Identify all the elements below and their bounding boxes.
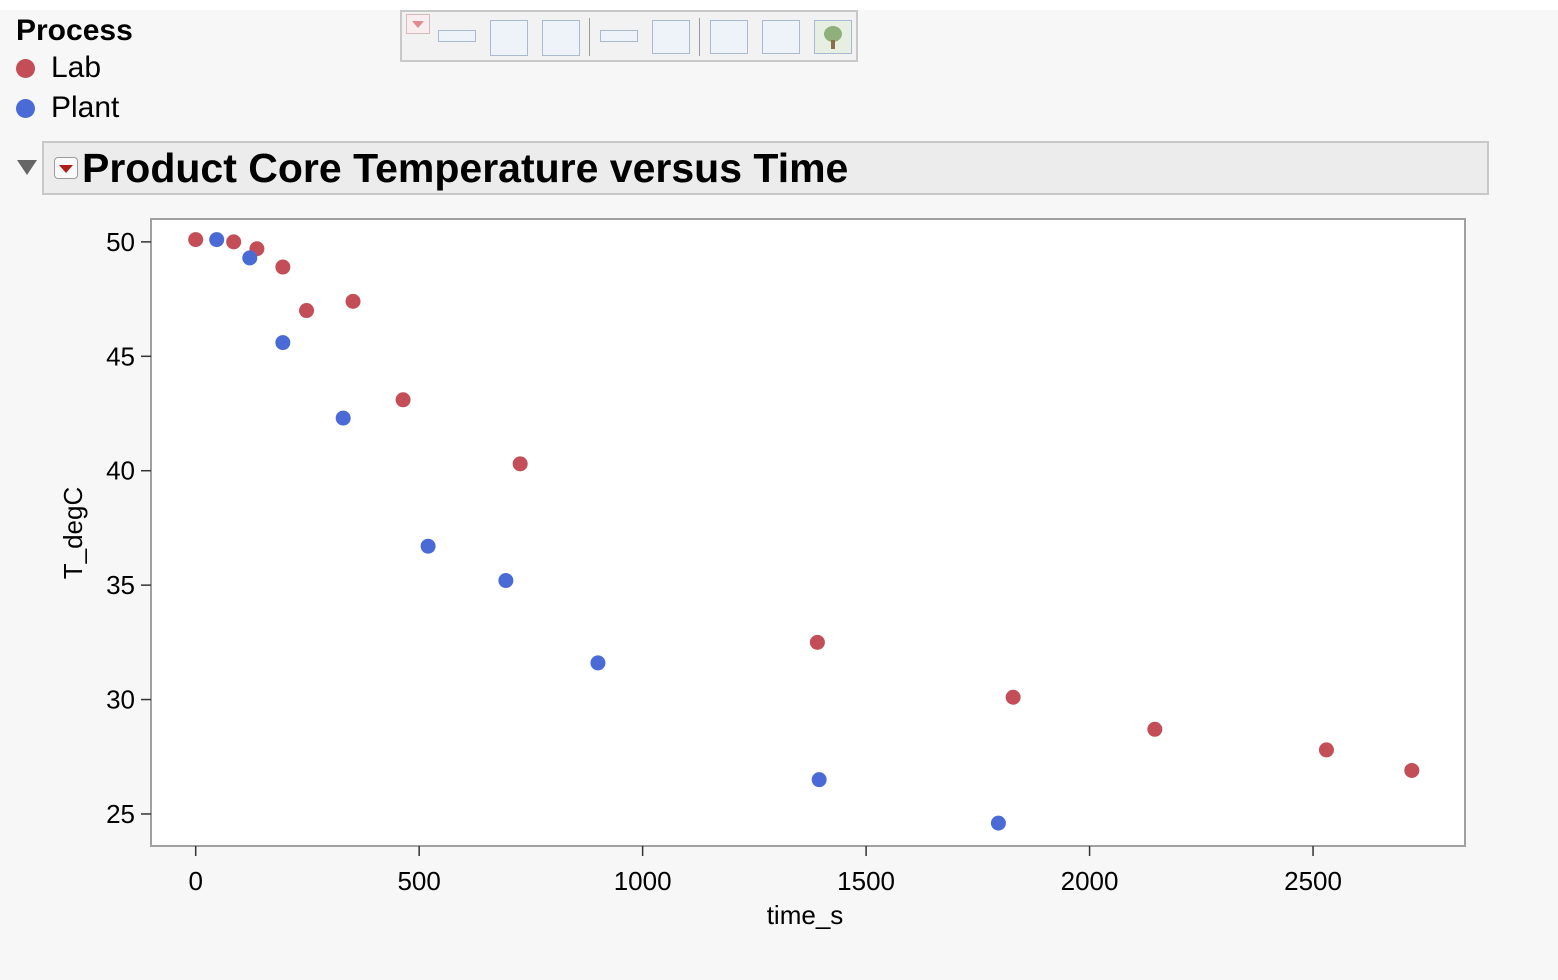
x-tick-label: 2500	[1284, 866, 1342, 896]
toolbar-separator	[589, 18, 590, 56]
data-point-plant[interactable]	[335, 410, 351, 426]
lab-marker-icon	[16, 58, 35, 78]
x-tick-label: 1000	[614, 866, 672, 896]
data-point-plant[interactable]	[209, 232, 225, 248]
y-tick-label: 50	[106, 227, 135, 257]
y-tick-label: 35	[106, 570, 135, 600]
y-tick-label: 30	[106, 685, 135, 715]
data-point-plant[interactable]	[498, 573, 514, 589]
x-tick-label: 0	[188, 866, 202, 896]
outline-box-icon[interactable]	[710, 20, 748, 54]
report-box-icon[interactable]	[762, 20, 800, 54]
text-edit-box-icon[interactable]	[600, 30, 638, 42]
data-point-lab[interactable]	[345, 293, 361, 309]
x-tick-label: 2000	[1061, 866, 1119, 896]
y-tick-label: 25	[106, 799, 135, 829]
legend-item-plant[interactable]: Plant	[16, 88, 133, 128]
legend: Process Lab Plant	[16, 14, 133, 128]
legend-label-lab: Lab	[51, 51, 102, 84]
top-strip	[0, 0, 1558, 10]
data-point-lab[interactable]	[188, 232, 204, 248]
data-point-plant[interactable]	[242, 250, 258, 266]
toolbar-separator	[699, 18, 700, 56]
tree-box-icon[interactable]	[814, 20, 852, 54]
report-title: Product Core Temperature versus Time	[82, 145, 849, 191]
legend-label-plant: Plant	[51, 91, 120, 124]
plant-marker-icon	[16, 98, 35, 118]
x-tick-label: 1500	[837, 866, 895, 896]
data-point-lab[interactable]	[1404, 762, 1420, 778]
data-point-lab[interactable]	[299, 303, 315, 319]
data-point-lab[interactable]	[1318, 742, 1334, 758]
plot-frame	[150, 218, 1466, 847]
list-box-icon[interactable]	[490, 20, 528, 56]
data-point-lab[interactable]	[275, 259, 291, 275]
data-point-plant[interactable]	[275, 335, 291, 351]
data-point-lab[interactable]	[395, 392, 411, 408]
data-point-plant[interactable]	[990, 815, 1006, 831]
dropdown-icon[interactable]	[406, 14, 430, 34]
y-tick-label: 45	[106, 341, 135, 371]
red-triangle-menu-icon[interactable]	[54, 157, 78, 179]
data-point-lab[interactable]	[1147, 721, 1163, 737]
data-point-lab[interactable]	[226, 234, 242, 250]
y-axis-label: T_degC	[58, 487, 88, 580]
tab-box-icon[interactable]	[542, 20, 580, 56]
report-header: Product Core Temperature versus Time	[42, 141, 1489, 195]
data-point-plant[interactable]	[420, 538, 436, 554]
layout-toolbar	[400, 10, 858, 62]
data-point-lab[interactable]	[1005, 689, 1021, 705]
data-point-lab[interactable]	[809, 634, 825, 650]
y-tick-label: 40	[106, 456, 135, 486]
data-point-lab[interactable]	[512, 456, 528, 472]
scroll-box-icon[interactable]	[652, 20, 690, 54]
legend-title: Process	[16, 14, 133, 47]
x-tick-label: 500	[397, 866, 440, 896]
x-axis-label: time_s	[767, 900, 844, 930]
data-point-plant[interactable]	[811, 772, 827, 788]
disclosure-triangle-icon[interactable]	[17, 160, 37, 175]
single-line-box-icon[interactable]	[438, 30, 476, 42]
data-point-plant[interactable]	[590, 655, 606, 671]
legend-item-lab[interactable]: Lab	[16, 48, 133, 88]
